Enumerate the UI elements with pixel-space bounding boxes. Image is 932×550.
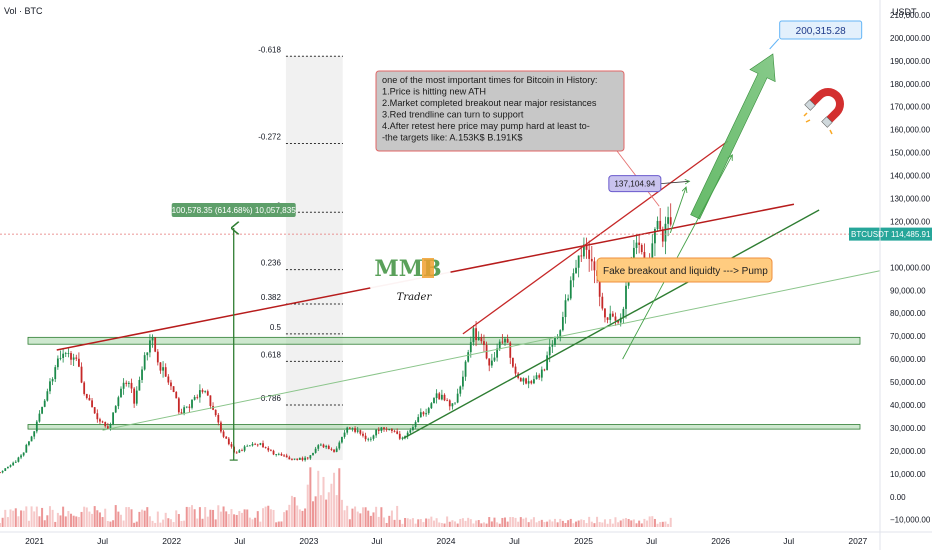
history-note-line: 3.Red trendline can turn to support bbox=[382, 110, 524, 120]
price-tick-label: 100,000.00 bbox=[890, 263, 931, 272]
price-tick-label: 210,000.00 bbox=[890, 11, 931, 20]
fib-level-label: 0.786 bbox=[261, 394, 282, 403]
price-tick-label: −10,000.00 bbox=[890, 516, 931, 525]
target-pointer bbox=[769, 38, 780, 50]
time-tick-label: 2025 bbox=[574, 536, 593, 546]
fib-level-label: 0.382 bbox=[261, 293, 282, 302]
price-tick-label: 180,000.00 bbox=[890, 80, 931, 89]
target-label-box[interactable] bbox=[608, 175, 662, 193]
time-tick-label: 2021 bbox=[25, 536, 44, 546]
light-green-line[interactable] bbox=[102, 270, 881, 431]
price-tick-label: 10,000.00 bbox=[890, 470, 926, 479]
history-note-line: 1.Price is hitting new ATH bbox=[382, 87, 486, 97]
time-tick-label: Jul bbox=[371, 536, 382, 546]
history-note-line: 4.After retest here price may pump hard … bbox=[382, 121, 590, 131]
zone-70k[interactable] bbox=[27, 336, 861, 345]
time-tick-label: 2023 bbox=[299, 536, 318, 546]
price-tick-label: 120,000.00 bbox=[890, 217, 931, 226]
price-tick-label: 130,000.00 bbox=[890, 195, 931, 204]
history-note-box[interactable] bbox=[375, 70, 625, 152]
fib-level-label: 0.236 bbox=[261, 259, 282, 268]
zone-30k[interactable] bbox=[27, 424, 861, 430]
magnet-spark-icon bbox=[803, 112, 833, 135]
price-tick-label: 0.00 bbox=[890, 493, 906, 502]
volume-bars bbox=[0, 467, 672, 527]
price-tick-label: 50,000.00 bbox=[890, 378, 926, 387]
logo-watermark bbox=[369, 237, 451, 319]
time-tick-label: Jul bbox=[509, 536, 520, 546]
history-note-line: -the targets like: A.153K$ B.191K$ bbox=[382, 133, 522, 143]
price-tick-label: 90,000.00 bbox=[890, 286, 926, 295]
time-tick-label: Jul bbox=[783, 536, 794, 546]
big-green-arrow[interactable] bbox=[690, 53, 776, 220]
history-note-line: one of the most important times for Bitc… bbox=[382, 75, 597, 85]
price-tick-label: 190,000.00 bbox=[890, 57, 931, 66]
target-label-box[interactable] bbox=[779, 20, 863, 40]
price-tick-label: 150,000.00 bbox=[890, 149, 931, 158]
target-label: 137,104.94 bbox=[614, 180, 655, 189]
price-tick-label: 140,000.00 bbox=[890, 172, 931, 181]
fake-breakout-label: Fake breakout and liquidty ---> Pump bbox=[603, 266, 768, 277]
price-tick-label: 40,000.00 bbox=[890, 401, 926, 410]
last-price-value: 114,485.91 bbox=[891, 230, 931, 239]
price-tick-label: 170,000.00 bbox=[890, 103, 931, 112]
price-tick-label: 80,000.00 bbox=[890, 309, 926, 318]
fib-level-label: -0.272 bbox=[258, 132, 281, 141]
time-tick-label: 2026 bbox=[711, 536, 730, 546]
last-price-badge bbox=[849, 227, 932, 241]
time-tick-label: Jul bbox=[97, 536, 108, 546]
logo-subtitle: Trader bbox=[397, 292, 433, 303]
fib-level-label: 0.5 bbox=[270, 323, 282, 332]
price-axis[interactable] bbox=[880, 0, 932, 550]
fake-breakout-box[interactable] bbox=[596, 257, 773, 283]
price-tick-label: 30,000.00 bbox=[890, 424, 926, 433]
target-pointer bbox=[660, 181, 690, 183]
small-green-arrow[interactable] bbox=[669, 187, 686, 234]
target-label: 200,315.28 bbox=[796, 26, 846, 37]
fib-level-label: 0.618 bbox=[261, 350, 282, 359]
thin-green-arrow[interactable] bbox=[622, 155, 733, 360]
price-tick-label: 70,000.00 bbox=[890, 332, 926, 341]
time-tick-label: 2024 bbox=[437, 536, 456, 546]
volume-indicator-label: Vol · BTC bbox=[4, 6, 43, 16]
time-tick-label: Jul bbox=[234, 536, 245, 546]
history-note-line: 2.Market completed breakout near major r… bbox=[382, 98, 597, 108]
last-price-symbol: BTCUSDT bbox=[851, 230, 889, 239]
time-tick-label: 2027 bbox=[848, 536, 867, 546]
currency-label: USDT bbox=[892, 7, 917, 17]
price-tick-label: 60,000.00 bbox=[890, 355, 926, 364]
upper-red-channel[interactable] bbox=[462, 140, 729, 335]
magnet-icon bbox=[804, 88, 844, 128]
green-support-line[interactable] bbox=[403, 209, 820, 439]
measure-label-box bbox=[171, 203, 296, 218]
measure-label: 100,578.35 (614.68%) 10,057,835 bbox=[172, 206, 297, 215]
price-tick-label: 200,000.00 bbox=[890, 34, 931, 43]
time-axis[interactable] bbox=[0, 532, 932, 550]
time-tick-label: Jul bbox=[646, 536, 657, 546]
time-tick-label: 2022 bbox=[162, 536, 181, 546]
fib-retracement-band bbox=[285, 56, 343, 461]
fib-level-label: -0.618 bbox=[258, 45, 281, 54]
price-tick-label: 20,000.00 bbox=[890, 447, 926, 456]
price-tick-label: 160,000.00 bbox=[890, 126, 931, 135]
